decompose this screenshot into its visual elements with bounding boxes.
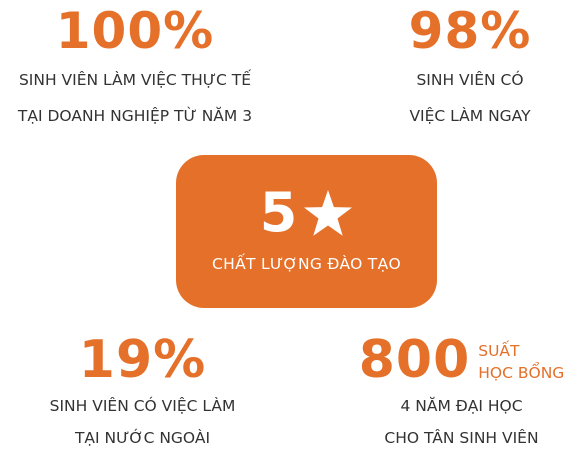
stat-unit-label: SUẤT HỌC BỔNG — [478, 340, 564, 384]
star-icon — [304, 190, 353, 236]
stat-value: 800 — [358, 330, 471, 390]
card-label: CHẤT LƯỢNG ĐÀO TẠO — [212, 255, 401, 273]
training-quality-card: 5 CHẤT LƯỢNG ĐÀO TẠO — [176, 155, 437, 308]
stat-value: 98% — [408, 2, 532, 60]
stat-description-line-2: VIỆC LÀM NGAY — [409, 107, 531, 125]
stat-unit-line-1: SUẤT — [478, 342, 520, 360]
stat-overseas-employment: 19% SINH VIÊN CÓ VIỆC LÀM TẠI NƯỚC NGOÀI — [10, 334, 275, 450]
stat-description-line-1: SINH VIÊN LÀM VIỆC THỰC TẾ — [18, 71, 252, 89]
stat-value: 100% — [55, 2, 215, 60]
stat-description-line-1: SINH VIÊN CÓ VIỆC LÀM — [49, 397, 236, 415]
stat-description-line-2: CHO TÂN SINH VIÊN — [384, 429, 539, 447]
stat-description-line-1: SINH VIÊN CÓ — [416, 71, 524, 89]
stat-description-line-1: 4 NĂM ĐẠI HỌC — [400, 397, 523, 415]
rating-number: 5 — [259, 181, 298, 244]
stat-value: 19% — [78, 330, 207, 390]
stat-description-line-2: TẠI NƯỚC NGOÀI — [74, 429, 211, 447]
stat-description-line-2: TẠI DOANH NGHIỆP TỪ NĂM 3 — [17, 107, 253, 125]
stat-employment-rate: 98% SINH VIÊN CÓ VIỆC LÀM NGAY — [355, 0, 583, 128]
rating: 5 — [176, 183, 437, 243]
stat-value-row: 800 SUẤT HỌC BỔNG — [340, 334, 583, 386]
stat-scholarships: 800 SUẤT HỌC BỔNG 4 NĂM ĐẠI HỌC CHO TÂN … — [340, 334, 583, 450]
stat-work-experience: 100% SINH VIÊN LÀM VIỆC THỰC TẾ TẠI DOAN… — [0, 0, 270, 128]
stat-unit-line-2: HỌC BỔNG — [478, 364, 565, 382]
